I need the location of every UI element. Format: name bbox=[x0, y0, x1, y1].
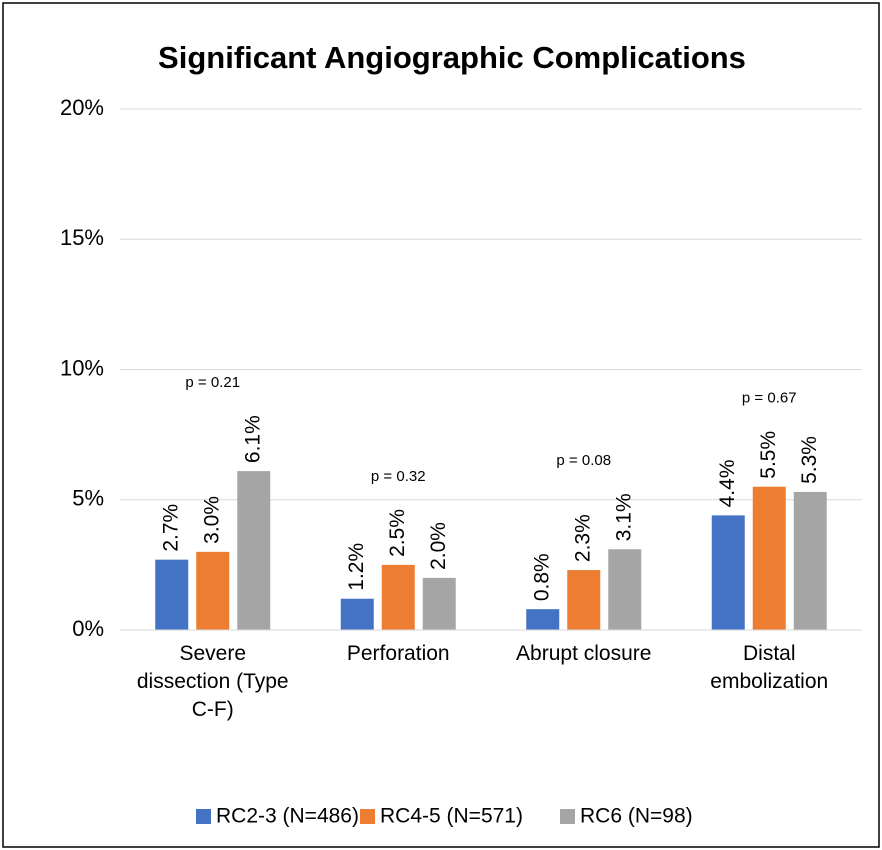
bar bbox=[711, 515, 745, 630]
x-tick-label: Severe dissection (Type C-F) bbox=[136, 642, 289, 721]
annotation: p = 0.21 bbox=[185, 374, 240, 391]
bar bbox=[608, 549, 642, 630]
bar bbox=[752, 486, 786, 630]
data-label: 2.5% bbox=[386, 509, 409, 557]
annotation: p = 0.32 bbox=[371, 468, 426, 485]
legend-label: RC2-3 (N=486) bbox=[216, 805, 359, 828]
legend-label: RC6 (N=98) bbox=[580, 805, 693, 828]
chart-title: Significant Angiographic Complications bbox=[158, 40, 746, 75]
data-label: 6.1% bbox=[241, 415, 264, 463]
data-label: 2.0% bbox=[427, 522, 450, 570]
legend-swatch bbox=[196, 809, 211, 824]
annotation: p = 0.67 bbox=[742, 390, 797, 407]
data-label: 2.7% bbox=[159, 504, 182, 552]
y-tick-label: 10% bbox=[60, 355, 104, 380]
x-tick-label: Abrupt closure bbox=[516, 642, 652, 665]
y-tick-label: 0% bbox=[72, 616, 104, 641]
y-tick-label: 5% bbox=[72, 486, 104, 511]
bar bbox=[793, 491, 827, 630]
annotation: p = 0.08 bbox=[556, 452, 611, 469]
data-label: 0.8% bbox=[530, 553, 553, 601]
data-label: 2.3% bbox=[571, 514, 594, 562]
y-tick-label: 20% bbox=[60, 95, 104, 120]
x-tick-label: Distal embolization bbox=[710, 642, 829, 693]
bar bbox=[155, 559, 189, 630]
bar bbox=[567, 570, 601, 630]
bar bbox=[237, 471, 271, 630]
data-label: 1.2% bbox=[345, 543, 368, 591]
data-label: 5.3% bbox=[798, 436, 821, 484]
x-tick-label: Perforation bbox=[346, 642, 450, 665]
bar bbox=[340, 598, 374, 630]
bar bbox=[526, 609, 560, 630]
data-label: 4.4% bbox=[716, 460, 739, 508]
legend-swatch bbox=[560, 809, 575, 824]
data-label: 3.1% bbox=[612, 493, 635, 541]
legend-label: RC4-5 (N=571) bbox=[380, 805, 523, 828]
bar bbox=[422, 577, 456, 630]
bar bbox=[381, 564, 415, 630]
data-label: 5.5% bbox=[757, 431, 780, 479]
y-tick-label: 15% bbox=[60, 225, 104, 250]
data-label: 3.0% bbox=[200, 496, 223, 544]
legend-swatch bbox=[360, 809, 375, 824]
bar bbox=[196, 551, 230, 630]
